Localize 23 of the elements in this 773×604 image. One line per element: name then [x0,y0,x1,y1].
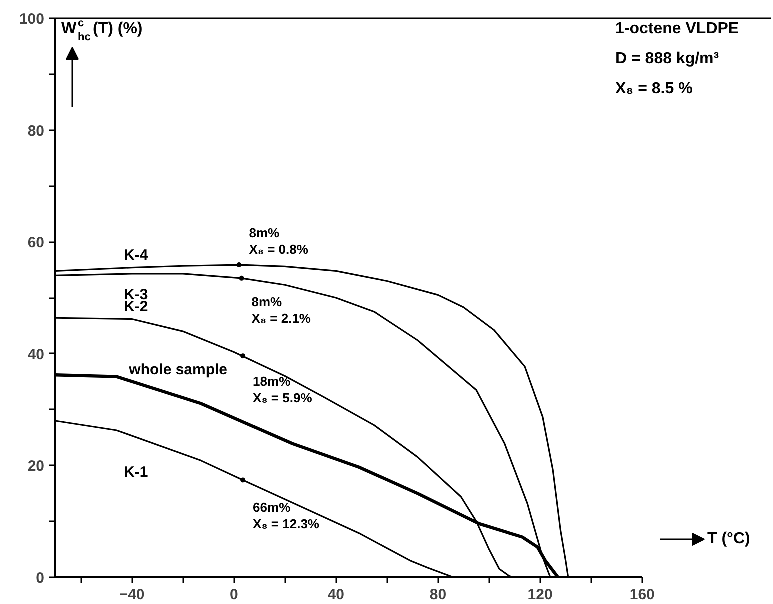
series-label: whole sample [128,361,228,378]
x-tick-label: 120 [528,586,553,604]
x-tick-label: −40 [119,586,145,604]
y-tick-label: 40 [28,346,45,364]
annotation: 8m% X₈ = 2.1% [252,294,312,326]
annotation: 66m% X₈ = 12.3% [253,500,320,532]
y-tick-label: 80 [28,122,45,140]
y-tick-label: 20 [28,458,45,476]
y-tick-label: 100 [19,11,45,28]
x-tick-label: 40 [328,586,345,604]
series-label: K-4 [124,247,149,264]
annotation: X₈ = 8.5 % [616,80,693,98]
series-label: K-1 [124,464,148,481]
y-tick-label: 60 [28,234,45,252]
annotation: 1-octene VLDPE [616,20,740,38]
x-axis-title: T (°C) [708,530,750,548]
annotation: 8m% X₈ = 0.8% [249,225,309,257]
x-tick-label: 160 [630,586,655,604]
x-tick-label: 0 [230,586,238,604]
y-tick-label: 0 [36,570,44,587]
x-tick-label: 80 [430,586,447,604]
annotation: 18m% X₈ = 5.9% [253,374,313,406]
annotation: D = 888 kg/m³ [616,50,720,68]
